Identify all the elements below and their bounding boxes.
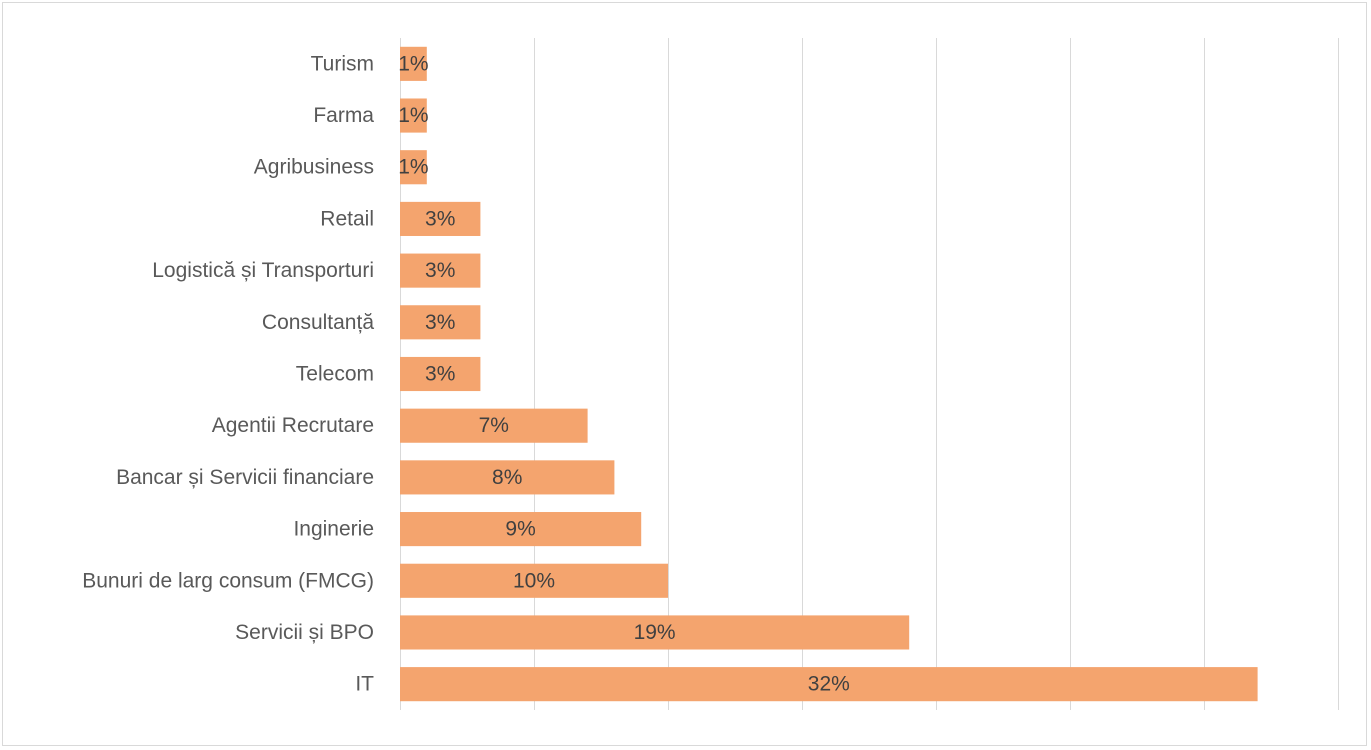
category-label: Logistică și Transporturi <box>152 259 374 282</box>
value-label: 3% <box>425 311 455 334</box>
grid-lines <box>400 38 1339 710</box>
value-label: 1% <box>398 104 428 127</box>
bar <box>400 305 481 340</box>
bar <box>400 615 910 650</box>
bar <box>400 46 427 81</box>
category-label: Servicii și BPO <box>235 621 374 644</box>
category-label: Agribusiness <box>254 156 374 179</box>
value-label: 1% <box>398 156 428 179</box>
category-label: Bunuri de larg consum (FMCG) <box>82 569 374 592</box>
category-label: Inginerie <box>293 518 374 541</box>
category-label: Agentii Recrutare <box>212 414 374 437</box>
value-label: 10% <box>513 569 555 592</box>
bar <box>400 356 481 392</box>
value-label: 1% <box>398 52 428 75</box>
category-label: Bancar și Servicii financiare <box>116 466 374 489</box>
category-label: Telecom <box>296 363 374 386</box>
value-label: 8% <box>492 466 522 489</box>
bar <box>400 201 481 236</box>
value-labels: 1% 1% 1% 3% 3% 3% 3% 7% 8% 9% 10% 19% 32% <box>398 52 850 695</box>
category-label: Farma <box>313 104 374 127</box>
category-label: Retail <box>320 207 374 230</box>
bar <box>400 667 1258 702</box>
value-label: 9% <box>505 518 535 541</box>
bar <box>400 512 642 547</box>
value-label: 3% <box>425 207 455 230</box>
bar <box>400 253 481 288</box>
category-label: IT <box>355 673 374 696</box>
bar <box>400 563 668 598</box>
bar <box>400 460 615 495</box>
value-label: 3% <box>425 363 455 386</box>
category-label: Turism <box>311 52 374 75</box>
value-label: 7% <box>479 414 509 437</box>
bar <box>400 98 427 133</box>
bar <box>400 150 427 185</box>
value-label: 3% <box>425 259 455 282</box>
value-label: 32% <box>808 673 850 696</box>
value-label: 19% <box>634 621 676 644</box>
bars <box>400 46 1258 702</box>
category-label: Consultanță <box>262 311 374 334</box>
bar <box>400 408 588 443</box>
category-labels: Turism Farma Agribusiness Retail Logistică ș… <box>82 52 374 695</box>
